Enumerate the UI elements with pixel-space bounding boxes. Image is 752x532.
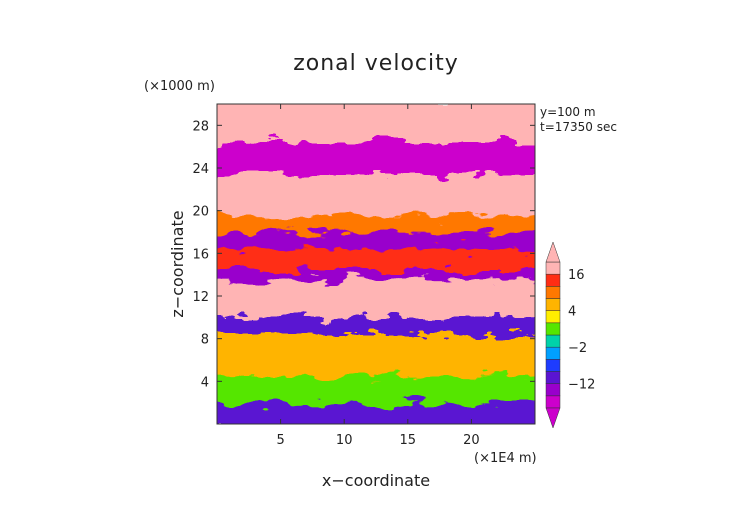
colorbar-segment-4 xyxy=(545,346,561,360)
colorbar-segment-7 xyxy=(545,310,561,324)
x-axis: 5 10 15 20 xyxy=(276,104,480,448)
heatmap-bands xyxy=(217,104,535,424)
colorbar-tick-label-0: 16 xyxy=(568,268,585,283)
x-axis-label: x−coordinate xyxy=(322,471,430,490)
colorbar-segment-1 xyxy=(545,383,561,397)
colorbar-segment-2 xyxy=(545,371,561,384)
y-tick-label-1: 8 xyxy=(201,333,209,348)
colorbar-segment-10 xyxy=(545,273,561,287)
colorbar-segment-0 xyxy=(545,395,561,409)
plot-area xyxy=(217,104,535,424)
y-tick-label-5: 24 xyxy=(192,162,209,177)
y-tick-label-0: 4 xyxy=(201,375,209,390)
colorbar-tick-label-1: 4 xyxy=(568,305,576,320)
colorbar-tick-label-3: −12 xyxy=(568,378,595,393)
colorbar-segment-6 xyxy=(545,322,561,336)
colorbar-segment-9 xyxy=(545,286,561,299)
x-tick-label-0: 5 xyxy=(276,433,284,448)
colorbar: 16 4 −2 −12 xyxy=(545,241,595,429)
x-tick-label-2: 15 xyxy=(400,433,417,448)
colorbar-tick-label-2: −2 xyxy=(568,341,587,356)
colorbar-extend-top xyxy=(545,241,561,263)
y-tick-label-6: 28 xyxy=(192,119,209,134)
x-tick-label-3: 20 xyxy=(463,433,480,448)
y-tick-label-2: 12 xyxy=(192,290,209,305)
y-unit-label: (×1000 m) xyxy=(144,79,215,94)
colorbar-segment-8 xyxy=(545,298,561,311)
x-unit-label: (×1E4 m) xyxy=(474,451,537,466)
plot-frame xyxy=(216,103,536,425)
x-tick-label-1: 10 xyxy=(336,433,353,448)
y-tick-label-4: 20 xyxy=(192,205,209,220)
y-tick-label-3: 16 xyxy=(192,247,209,262)
colorbar-segment-11 xyxy=(545,261,561,275)
colorbar-segment-5 xyxy=(545,334,561,348)
y-axis-label: z−coordinate xyxy=(168,210,187,317)
colorbar-segment-3 xyxy=(545,359,561,372)
heatmap-band-11 xyxy=(217,104,535,142)
y-axis: 4 8 12 16 20 24 28 xyxy=(192,119,535,390)
colorbar-extend-bottom xyxy=(545,407,561,429)
annotation-t: t=17350 sec xyxy=(540,120,617,134)
annotation-y: y=100 m xyxy=(540,105,596,119)
chart-title: zonal velocity xyxy=(293,51,459,76)
